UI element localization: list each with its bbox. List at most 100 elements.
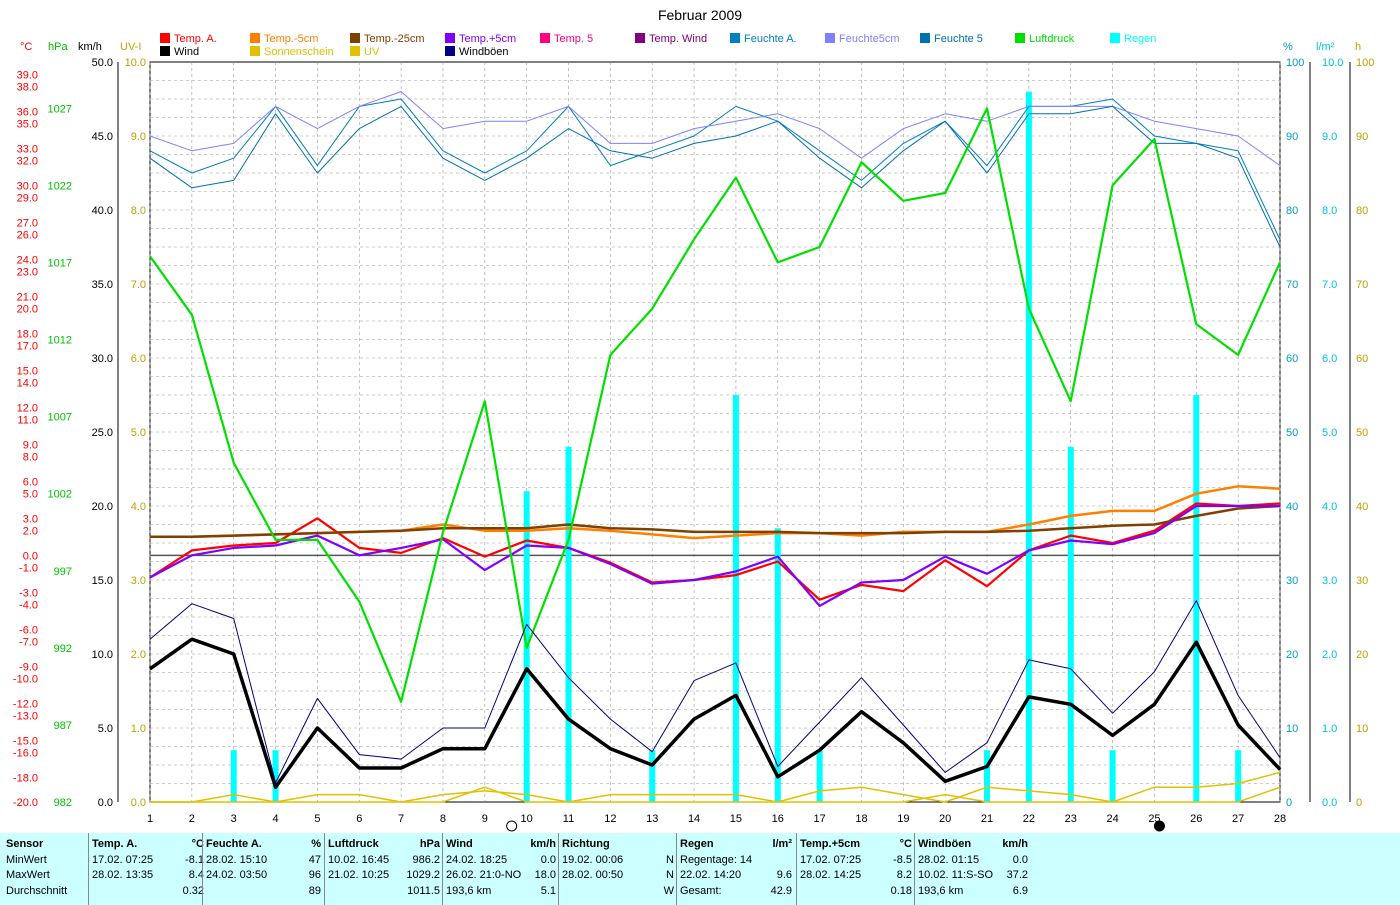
stats-column-separator xyxy=(914,833,915,905)
series-lines xyxy=(148,91,1282,803)
x-tick-label: 28 xyxy=(1274,813,1286,825)
stats-detail: 26.02. 21:0-NO xyxy=(446,869,522,881)
stats-value: -8.1 xyxy=(185,854,204,866)
temp-tick-label: 3.0 xyxy=(23,513,38,525)
humidity-tick-label: 90 xyxy=(1286,131,1298,143)
legend-swatch xyxy=(730,33,740,43)
grid xyxy=(149,61,1281,803)
x-tick-label: 14 xyxy=(688,813,700,825)
stats-column-separator xyxy=(88,833,89,905)
x-tick-label: 22 xyxy=(1023,813,1035,825)
wind-tick-label: 30.0 xyxy=(92,353,113,365)
axis-unit-label: h xyxy=(1355,41,1361,53)
temp-tick-label: 26.0 xyxy=(17,230,38,242)
stats-header: Windböen xyxy=(918,838,972,850)
temp-tick-label: 38.0 xyxy=(17,82,38,94)
temp-tick-label: -1.0 xyxy=(19,563,38,575)
x-tick-labels: 1 2 3 4 5 6 7 8 9 10 11 12 13 14 15 16 17 18 19 20 21 22 23 24 2… xyxy=(147,813,1286,825)
temp-tick-label: 23.0 xyxy=(17,267,38,279)
uv-tick-label: 0.0 xyxy=(131,797,146,809)
stats-detail: 17.02. 07:25 xyxy=(800,854,862,866)
temp-tick-label: 6.0 xyxy=(23,476,38,488)
temp-tick-label: 14.0 xyxy=(17,378,38,390)
temp-tick-label: -12.0 xyxy=(13,698,38,710)
legend-label: Sonnenschein xyxy=(264,46,334,58)
sun-tick-label: 100 xyxy=(1356,57,1374,69)
axes: 39.038.036.035.033.032.030.029.027.026.0… xyxy=(13,57,1374,809)
temp-tick-label: 9.0 xyxy=(23,439,38,451)
x-tick-label: 1 xyxy=(147,813,153,825)
stats-detail: Regentage: 14 xyxy=(680,854,753,866)
stats-value: 986.2 xyxy=(412,854,440,866)
pressure-tick-label: 1027 xyxy=(48,103,72,115)
stats-value: 6.9 xyxy=(1012,885,1028,897)
stats-value: 18.0 xyxy=(534,869,556,881)
temp-tick-label: -18.0 xyxy=(13,772,38,784)
temp-tick-label: 27.0 xyxy=(17,217,38,229)
sun-tick-label: 10 xyxy=(1356,723,1368,735)
stats-detail: 193,6 km xyxy=(446,885,492,897)
stats-detail: 22.02. 14:20 xyxy=(680,869,742,881)
humidity-tick-label: 100 xyxy=(1286,57,1304,69)
rain-tick-label: 6.0 xyxy=(1322,353,1337,365)
sun-tick-label: 0 xyxy=(1356,797,1362,809)
stats-detail: 17.02. 07:25 xyxy=(92,854,154,866)
axis-unit-label: l/m² xyxy=(1316,41,1335,53)
pressure-tick-label: 1022 xyxy=(48,180,72,192)
uv-tick-label: 1.0 xyxy=(131,723,146,735)
x-tick-label: 23 xyxy=(1065,813,1077,825)
rain-bar xyxy=(732,395,739,802)
rain-bar xyxy=(230,750,237,802)
humidity-tick-label: 30 xyxy=(1286,575,1298,587)
pressure-tick-label: 987 xyxy=(54,720,72,732)
wind-tick-label: 5.0 xyxy=(98,723,113,735)
stats-header: Luftdruck xyxy=(328,838,379,850)
legend-label: Feuchte A. xyxy=(744,33,797,45)
stats-value: 0.0 xyxy=(1012,854,1028,866)
legend-label: Feuchte5cm xyxy=(839,33,900,45)
temp-tick-label: 21.0 xyxy=(17,291,38,303)
pressure-tick-label: 1002 xyxy=(48,489,72,501)
stats-detail: 28.02. 14:25 xyxy=(800,869,862,881)
temp-tick-label: 32.0 xyxy=(17,156,38,168)
humidity-tick-label: 20 xyxy=(1286,649,1298,661)
wind-tick-label: 40.0 xyxy=(92,205,113,217)
legend-label: Temp.-5cm xyxy=(264,33,318,45)
temp-tick-label: 18.0 xyxy=(17,328,38,340)
x-tick-label: 4 xyxy=(272,813,278,825)
sun-tick-label: 90 xyxy=(1356,131,1368,143)
stats-detail: 28.02. 00:50 xyxy=(562,869,624,881)
axis-unit-label: °C xyxy=(20,41,32,53)
x-tick-label: 5 xyxy=(314,813,320,825)
uv-tick-label: 10.0 xyxy=(125,57,146,69)
rain-bar xyxy=(1025,91,1032,803)
wind-tick-label: 20.0 xyxy=(92,501,113,513)
temp-tick-label: -20.0 xyxy=(13,797,38,809)
stats-detail: 10.02. 16:45 xyxy=(328,854,390,866)
uv-tick-label: 7.0 xyxy=(131,279,146,291)
sun-tick-label: 50 xyxy=(1356,427,1368,439)
rain-bar xyxy=(816,750,823,802)
stats-value: -8.5 xyxy=(893,854,912,866)
x-tick-label: 20 xyxy=(939,813,951,825)
sun-tick-label: 20 xyxy=(1356,649,1368,661)
pressure-tick-label: 992 xyxy=(54,643,72,655)
wind-tick-label: 35.0 xyxy=(92,279,113,291)
stats-header: Richtung xyxy=(562,838,610,850)
rain-tick-label: 3.0 xyxy=(1322,575,1337,587)
temp-tick-label: 0.0 xyxy=(23,550,38,562)
uv-tick-label: 6.0 xyxy=(131,353,146,365)
x-tick-label: 24 xyxy=(1106,813,1118,825)
stats-detail: 193,6 km xyxy=(918,885,964,897)
new-moon-icon xyxy=(1153,820,1165,832)
legend-label: Wind xyxy=(174,46,199,58)
humidity-tick-label: 0 xyxy=(1286,797,1292,809)
pressure-tick-label: 997 xyxy=(54,566,72,578)
pressure-tick-label: 1007 xyxy=(48,412,72,424)
wind-tick-label: 50.0 xyxy=(92,57,113,69)
rain-bar xyxy=(1193,395,1200,802)
humidity-tick-label: 10 xyxy=(1286,723,1298,735)
sun-tick-label: 30 xyxy=(1356,575,1368,587)
legend-label: Feuchte 5 xyxy=(934,33,983,45)
stats-column-separator xyxy=(796,833,797,905)
